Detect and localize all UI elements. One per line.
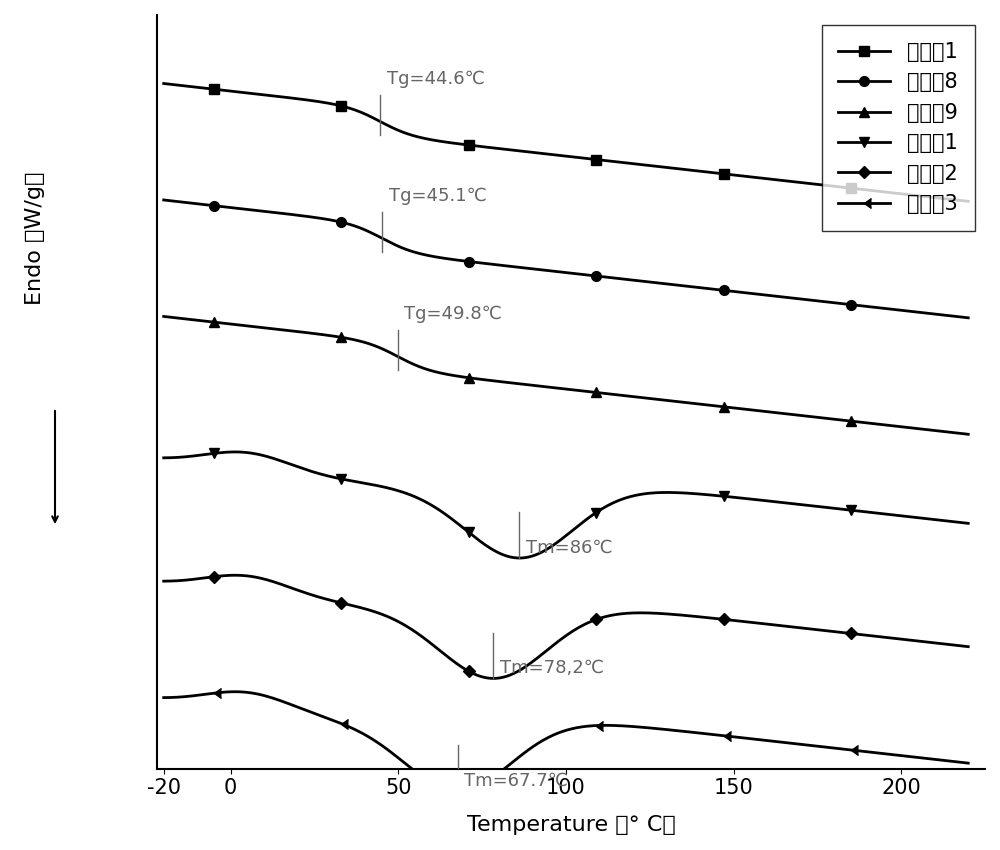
Text: Tm=67.7℃: Tm=67.7℃ [464,772,568,790]
X-axis label: Temperature （° C）: Temperature （° C） [467,815,675,835]
Text: Tg=49.8℃: Tg=49.8℃ [404,305,502,323]
Text: Tm=78,2℃: Tm=78,2℃ [500,659,604,677]
Text: Endo （W/g）: Endo （W/g） [25,172,45,304]
Text: Tg=45.1℃: Tg=45.1℃ [389,187,487,205]
Text: Tm=86℃: Tm=86℃ [526,539,612,557]
Text: Tg=44.6℃: Tg=44.6℃ [387,71,485,88]
Legend: 实施例1, 实施例8, 实施例9, 对照例1, 对照例2, 对照例3: 实施例1, 实施例8, 实施例9, 对照例1, 对照例2, 对照例3 [822,26,975,231]
